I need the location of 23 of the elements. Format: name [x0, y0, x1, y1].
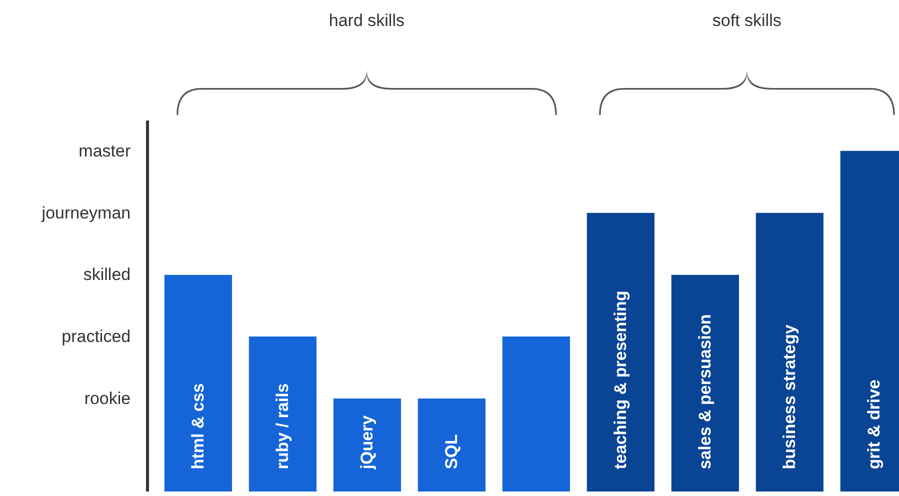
text: practiced — [62, 327, 131, 346]
bar — [333, 398, 401, 492]
bar — [418, 398, 486, 492]
x-tick-label: jQuery — [358, 414, 377, 470]
text: soft skills — [712, 11, 782, 30]
x-tick-label: business strategy — [780, 324, 800, 470]
x-tick-label: sales & persuasion — [696, 314, 715, 470]
bar — [502, 336, 570, 492]
x-tick-label: SQL — [442, 434, 462, 470]
text: skilled — [83, 265, 131, 284]
text: hard skills — [328, 11, 404, 30]
bar — [671, 274, 739, 492]
text: journeyman — [40, 203, 131, 222]
text: rookie — [84, 389, 131, 408]
bar — [164, 274, 232, 492]
x-tick-label: html & css — [188, 383, 208, 470]
x-tick-label: ruby / rails — [273, 383, 292, 470]
text: master — [78, 141, 131, 160]
bar — [756, 212, 824, 492]
x-tick-label: grit & drive — [864, 379, 884, 470]
x-tick-label: teaching & presenting — [611, 290, 630, 470]
bar — [248, 336, 316, 492]
bar — [586, 212, 654, 492]
